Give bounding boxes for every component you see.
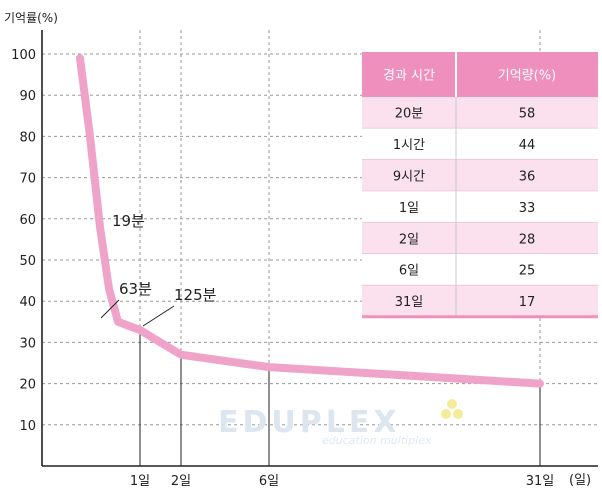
watermark-subtitle: education multiplex [322, 434, 432, 447]
watermark-dot [447, 399, 457, 409]
watermark-dot [453, 409, 463, 419]
table-cell: 25 [519, 264, 536, 279]
y-tick-label: 10 [19, 419, 36, 434]
retention-curve-series [76, 54, 544, 388]
y-tick-label: 40 [19, 295, 36, 310]
watermark-title: EDUPLEX [218, 405, 400, 440]
table-row [362, 254, 598, 286]
x-axis-unit: (일) [569, 473, 591, 488]
table-row [362, 97, 598, 129]
y-axis-title: 기억률(%) [4, 11, 58, 25]
annotation-125min-leader [142, 305, 175, 327]
y-tick-label: 50 [19, 254, 36, 269]
table-cell: 6일 [399, 264, 419, 279]
table-cell: 44 [519, 138, 536, 153]
table-cell: 1시간 [393, 138, 425, 153]
annotation-63min-leader [100, 299, 120, 319]
x-tick-label: 6일 [259, 474, 279, 489]
table-cell: 20분 [395, 107, 424, 122]
x-ticks: 1일 2일 6일 31일 [130, 474, 554, 489]
table-cell: 33 [519, 201, 536, 216]
annotation-19min: 19분 [112, 212, 145, 230]
y-tick-label: 20 [19, 378, 36, 393]
table-header-bg [362, 52, 598, 97]
y-tick-label: 90 [19, 89, 36, 104]
x-tick-label: 31일 [526, 474, 555, 489]
watermark-dot [441, 409, 451, 419]
y-ticks: 10 20 30 40 50 60 70 80 90 100 [11, 48, 36, 434]
y-tick-label: 60 [19, 213, 36, 228]
x-tick-label: 1일 [130, 474, 150, 489]
watermark: EDUPLEX education multiplex [218, 399, 463, 447]
table-cell: 1일 [399, 201, 419, 216]
table-cell: 58 [519, 107, 536, 122]
table-cell: 28 [519, 232, 536, 247]
annotation-125min: 125분 [174, 286, 217, 304]
y-tick-label: 100 [11, 48, 36, 63]
table-row [362, 128, 598, 160]
table-row [362, 222, 598, 254]
table-cell: 31일 [395, 295, 424, 310]
table-cell: 2일 [399, 232, 419, 247]
table-cell: 9시간 [393, 170, 425, 185]
retention-table: 경과 시간 기억량(%) 20분 58 1시간 44 9시간 36 1일 33 2일 28 6일 25 31… [362, 52, 598, 319]
x-tick-label: 2일 [171, 474, 191, 489]
table-row [362, 191, 598, 223]
y-tick-label: 80 [19, 130, 36, 145]
table-cell: 17 [519, 295, 536, 310]
table-header-cell: 기억량(%) [498, 69, 556, 84]
annotation-63min: 63분 [119, 280, 152, 298]
y-tick-label: 30 [19, 336, 36, 351]
table-header-cell: 경과 시간 [383, 69, 435, 84]
drop-lines [139, 330, 541, 466]
table-row [362, 159, 598, 192]
y-tick-label: 70 [19, 172, 36, 187]
table-cell: 36 [519, 170, 536, 185]
table-row [362, 285, 598, 317]
